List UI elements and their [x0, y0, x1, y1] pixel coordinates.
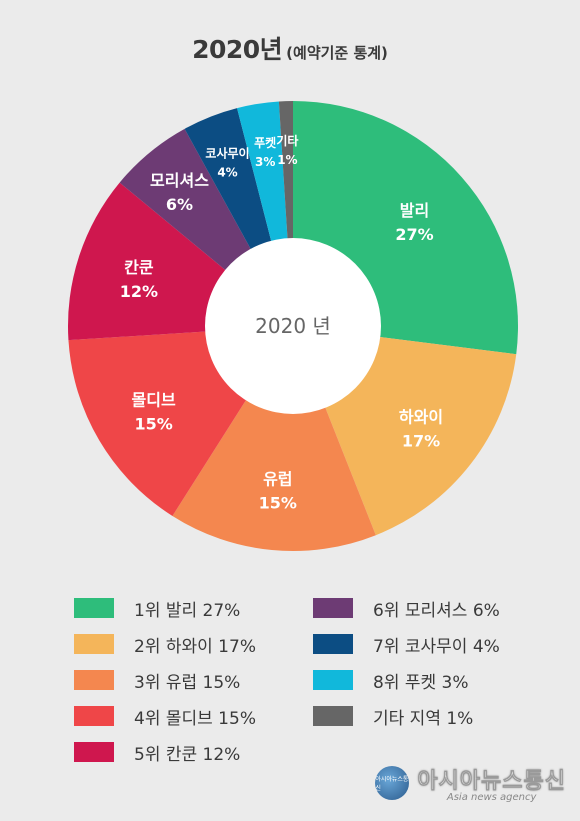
slice-value-6: 6%: [166, 195, 193, 214]
slice-name-4: 몰디브: [132, 391, 176, 410]
chart-title: 2020년 (예약기준 통계): [0, 30, 580, 66]
slice-name-3: 유럽: [263, 469, 292, 488]
brand-korean: 아시아뉴스통신: [417, 769, 566, 795]
chart-title-sub: (예약기준 통계): [286, 44, 388, 62]
slice-value-1: 27%: [395, 225, 433, 244]
slice-value-8: 3%: [255, 155, 275, 169]
slice-name-5: 칸쿤: [124, 258, 154, 277]
globe-icon: 아시아뉴스통신: [375, 766, 410, 800]
slice-value-2: 17%: [402, 431, 440, 450]
slice-name-2: 하와이: [399, 407, 443, 426]
footer-logo: 아시아뉴스통신 아시아뉴스통신 Asia news agency: [375, 763, 566, 803]
brand: 아시아뉴스통신 Asia news agency: [417, 763, 566, 803]
chart-title-main: 2020년: [192, 35, 283, 64]
slice-value-4: 15%: [134, 415, 172, 434]
slice-name-9: 기타: [276, 133, 298, 148]
slice-value-7: 4%: [217, 166, 237, 180]
center-label: 2020 년: [255, 314, 331, 338]
logo-text: 아시아뉴스통신: [375, 776, 409, 792]
slice-value-3: 15%: [259, 493, 297, 512]
donut-hole: [205, 238, 381, 414]
slice-name-6: 모리셔스: [150, 171, 209, 190]
slice-name-1: 발리: [400, 201, 429, 220]
slice-3: [172, 326, 376, 551]
slice-value-5: 12%: [120, 282, 158, 301]
slice-name-8: 푸켓: [254, 135, 276, 150]
brand-english: Asia news agency: [446, 792, 537, 803]
slice-name-7: 코사무이: [205, 146, 249, 161]
slice-value-9: 1%: [277, 153, 297, 167]
